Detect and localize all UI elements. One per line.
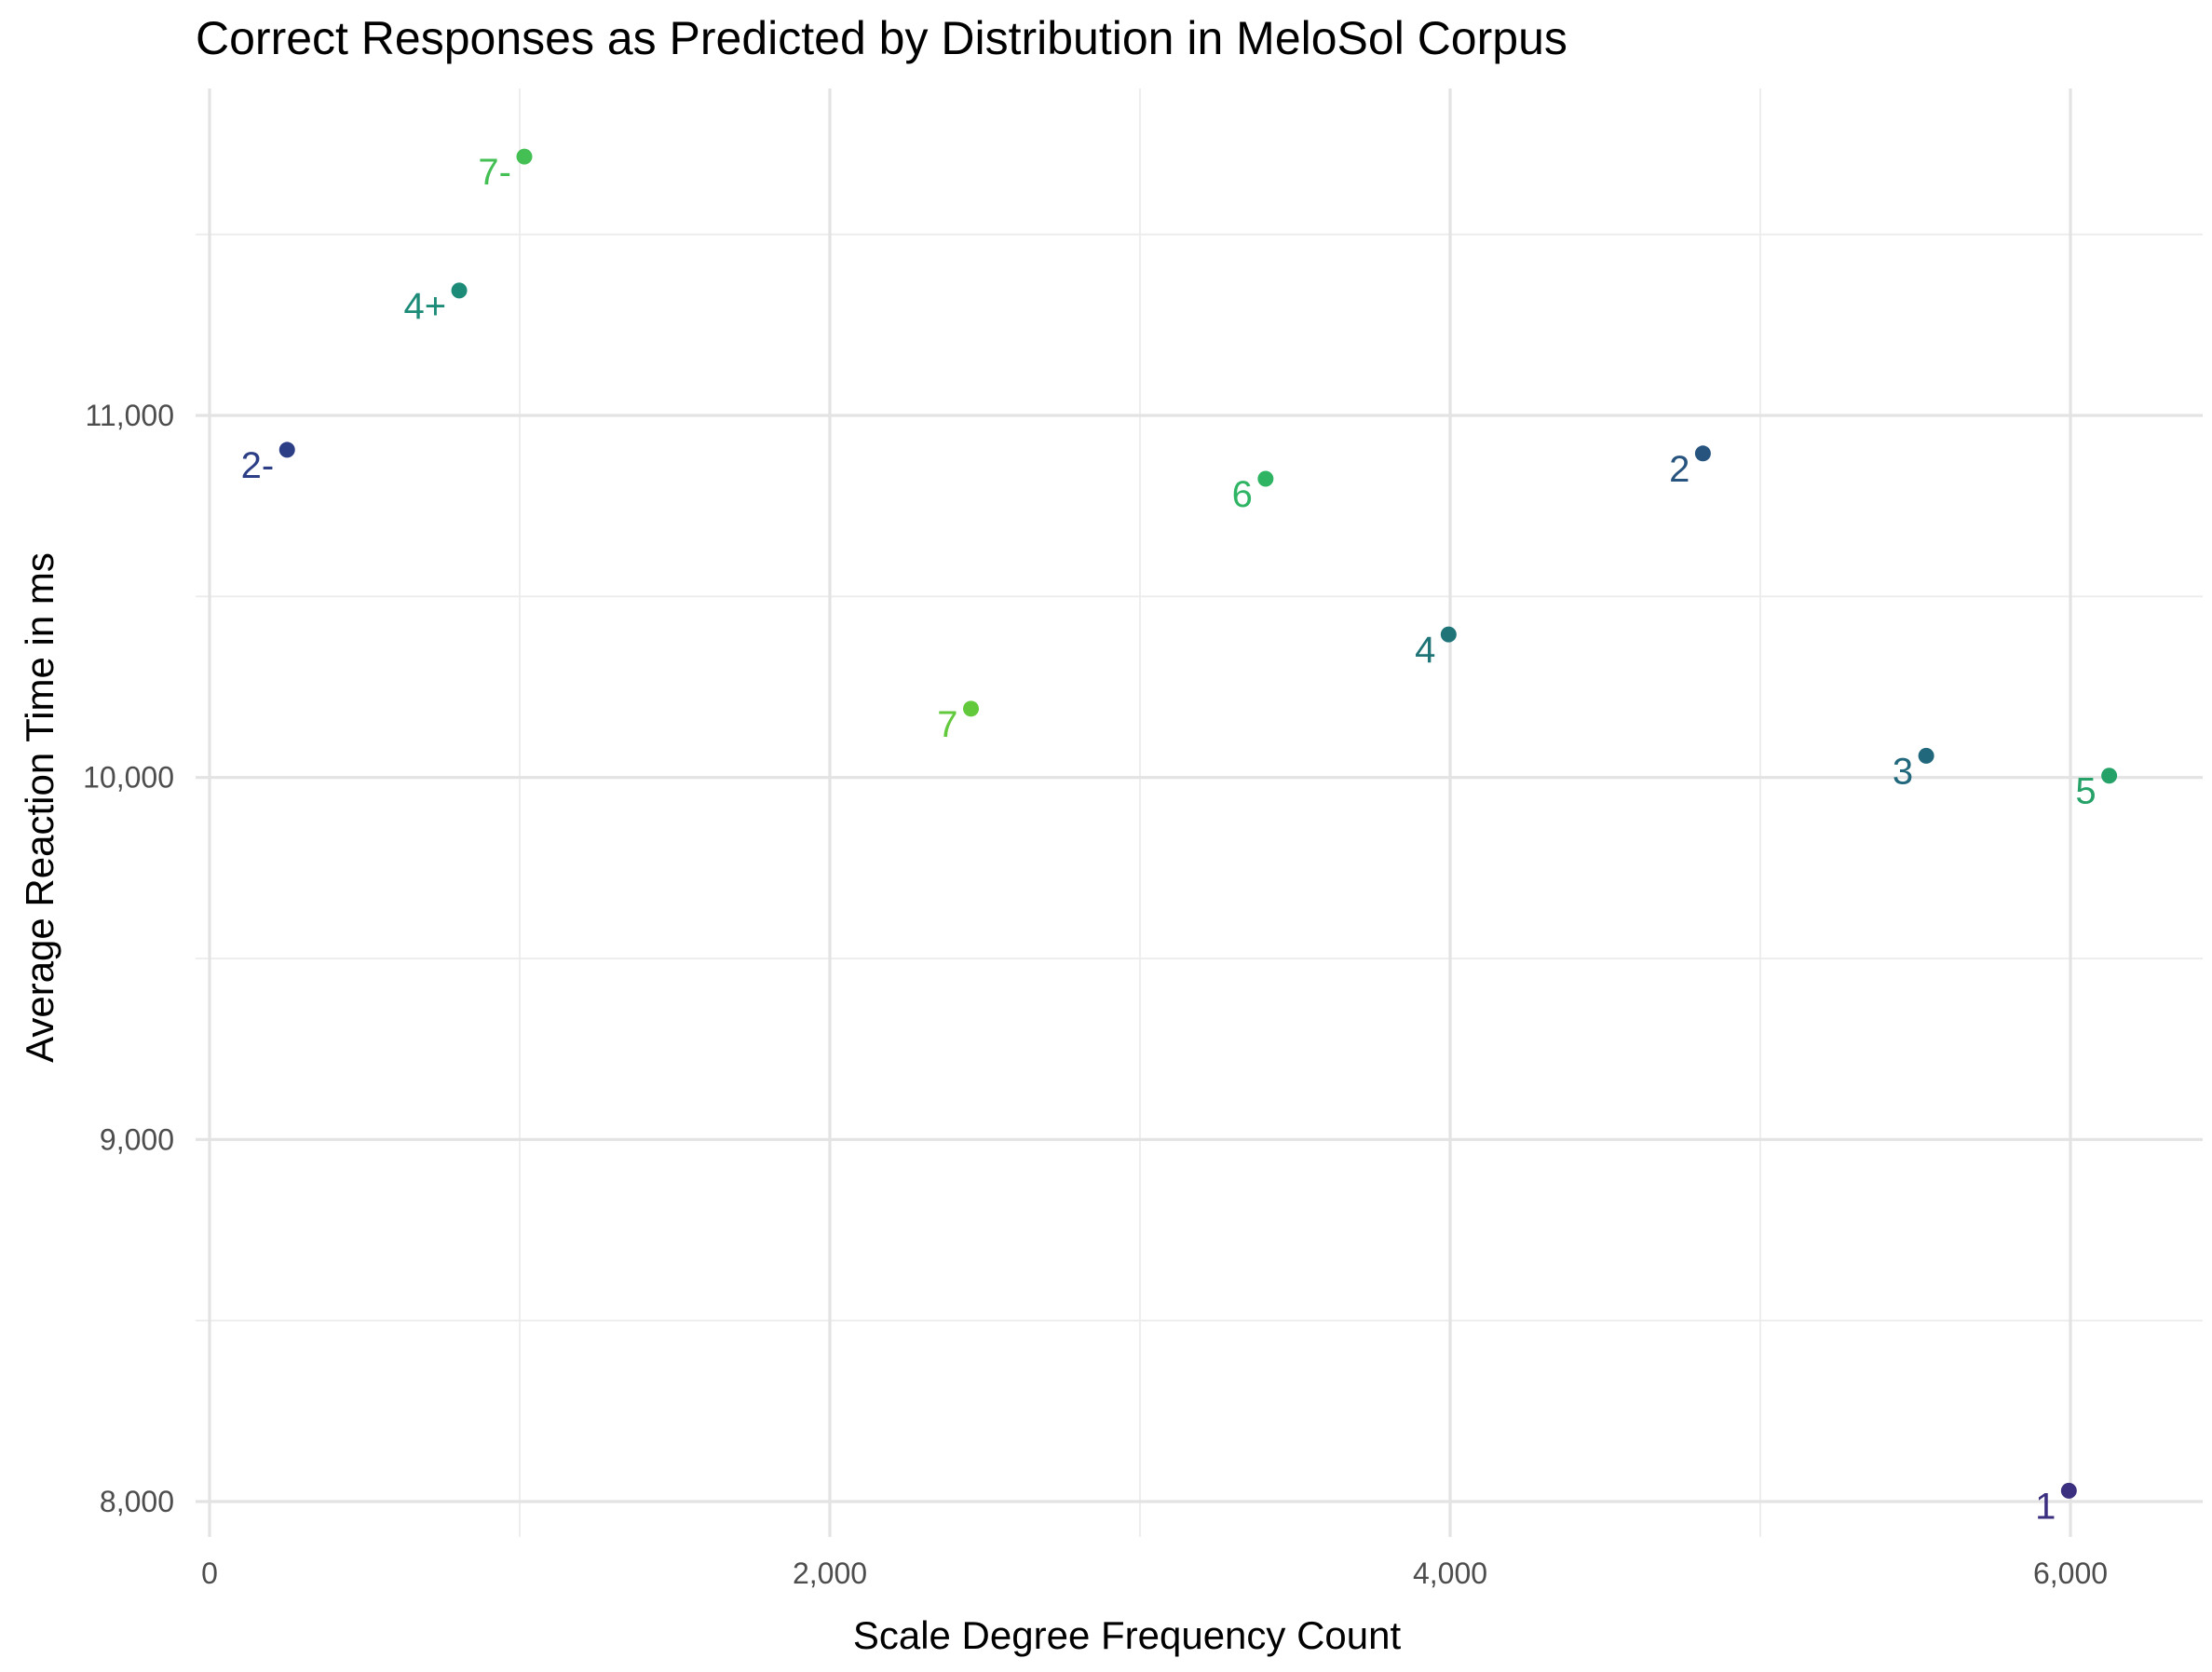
- data-point-label: 5: [2075, 771, 2096, 812]
- y-tick-label: 9,000: [100, 1122, 174, 1156]
- data-point-label: 2: [1669, 449, 1690, 490]
- data-point: [1257, 470, 1274, 487]
- data-point-label: 3: [1893, 751, 1913, 792]
- data-point-labels: 1 2- 2 3 4 4+ 5 6 7- 7: [241, 152, 2097, 1527]
- data-point-label: 7-: [478, 152, 511, 193]
- data-point-label: 4: [1415, 630, 1435, 671]
- data-point: [1694, 445, 1711, 462]
- tick-labels: 0 2,000 4,000 6,000 8,000 9,000 10,000 11,000: [83, 399, 2108, 1590]
- y-axis-title: Average Reaction Time in ms: [18, 552, 61, 1063]
- data-point: [451, 282, 468, 299]
- data-point: [1440, 626, 1457, 643]
- x-tick-label: 6,000: [2033, 1556, 2108, 1590]
- x-tick-label: 0: [201, 1556, 218, 1590]
- chart-title: Correct Responses as Predicted by Distri…: [196, 12, 1567, 64]
- x-axis-title: Scale Degree Frequency Count: [853, 1613, 1402, 1657]
- data-point-label: 1: [2035, 1486, 2056, 1527]
- data-point-label: 7: [937, 704, 957, 745]
- x-tick-label: 2,000: [793, 1556, 867, 1590]
- data-point: [963, 700, 980, 717]
- data-point: [1918, 747, 1934, 764]
- data-point-label: 4+: [403, 286, 446, 327]
- data-point: [278, 442, 295, 458]
- data-point: [2101, 768, 2118, 784]
- data-point-label: 2-: [241, 445, 275, 486]
- x-tick-label: 4,000: [1413, 1556, 1487, 1590]
- data-point: [516, 148, 533, 165]
- y-tick-label: 11,000: [86, 399, 175, 432]
- data-point-label: 6: [1232, 474, 1253, 515]
- data-points: [278, 148, 2118, 1499]
- data-point: [2060, 1482, 2077, 1499]
- grid-lines: [196, 88, 2203, 1537]
- y-tick-label: 8,000: [100, 1485, 174, 1518]
- y-tick-label: 10,000: [83, 761, 174, 795]
